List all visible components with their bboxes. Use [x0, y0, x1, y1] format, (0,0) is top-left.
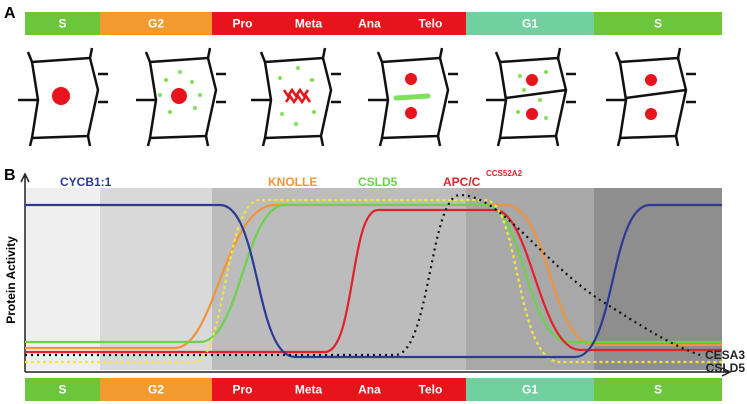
phase-segment	[466, 378, 594, 401]
phase-label: G2	[148, 383, 164, 397]
phase-segment	[100, 12, 212, 35]
cell	[368, 47, 458, 147]
curve-label-superscript: CCS52A2	[486, 169, 523, 178]
phase-label: G1	[522, 383, 538, 397]
panel-label: B	[4, 167, 16, 184]
curve-label: CSLD5	[358, 175, 398, 189]
phase-label: Telo	[419, 17, 443, 31]
cell	[486, 47, 576, 147]
phase-segment	[466, 12, 594, 35]
phase-label: Ana	[358, 17, 381, 31]
end-label: CESA3	[705, 348, 745, 362]
curve-csld5	[25, 203, 722, 344]
phase-label: Pro	[232, 17, 252, 31]
cell	[18, 47, 108, 147]
phase-label: Ana	[358, 383, 381, 397]
curves	[25, 193, 722, 364]
cell	[136, 47, 226, 147]
phase-bar: S G2 Pro Meta Ana Telo G1 S	[25, 378, 722, 401]
phase-label: S	[654, 383, 662, 397]
curve-cycb	[25, 203, 722, 359]
curve-cesa3	[25, 198, 722, 364]
end-label: CSLD5	[706, 361, 746, 375]
axes	[20, 172, 732, 377]
phase-segment	[594, 378, 722, 401]
phase-segment	[100, 378, 212, 401]
phase-label: S	[654, 17, 662, 31]
cell-drawings	[18, 47, 696, 147]
phase-label: Telo	[419, 383, 443, 397]
panel-label: A	[4, 5, 16, 22]
phase-label: G2	[148, 17, 164, 31]
phase-label: Meta	[295, 17, 323, 31]
phase-segment	[594, 12, 722, 35]
phase-segment	[25, 12, 100, 35]
phase-label: G1	[522, 17, 538, 31]
curve-label: CYCB1:1	[60, 175, 112, 189]
curve-label: KNOLLE	[268, 175, 317, 189]
curve-label: APC/C	[443, 175, 481, 189]
phase-segment	[212, 378, 466, 401]
phase-bar: S G2 Pro Meta Ana Telo G1 S	[25, 12, 722, 35]
curve-apcc	[25, 208, 722, 354]
cell	[251, 47, 341, 147]
y-axis-label: Protein Activity	[4, 236, 18, 324]
cell	[606, 47, 696, 147]
phase-label: Meta	[295, 383, 323, 397]
phase-label: S	[58, 383, 66, 397]
phase-label: S	[58, 17, 66, 31]
phase-label: Pro	[232, 383, 252, 397]
phase-background	[25, 188, 722, 370]
curve-csld5-dotted	[25, 193, 701, 357]
phase-segment	[25, 378, 100, 401]
phase-segment	[212, 12, 466, 35]
